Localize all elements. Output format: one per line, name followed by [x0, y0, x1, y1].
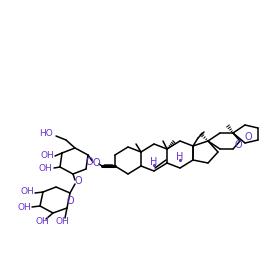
Text: OH: OH	[40, 151, 54, 160]
Text: OH: OH	[38, 164, 52, 172]
Text: OH: OH	[55, 218, 69, 227]
Text: H: H	[150, 157, 158, 167]
Text: OH: OH	[17, 204, 31, 213]
Text: OH: OH	[35, 218, 49, 227]
Text: O: O	[234, 140, 242, 150]
Text: OH: OH	[20, 188, 34, 197]
Text: O: O	[66, 196, 74, 206]
Text: O: O	[85, 157, 93, 167]
Text: HO: HO	[39, 129, 53, 137]
Text: O: O	[92, 158, 100, 168]
Text: H: H	[176, 152, 184, 162]
Text: O: O	[244, 132, 252, 142]
Text: O: O	[74, 176, 82, 186]
